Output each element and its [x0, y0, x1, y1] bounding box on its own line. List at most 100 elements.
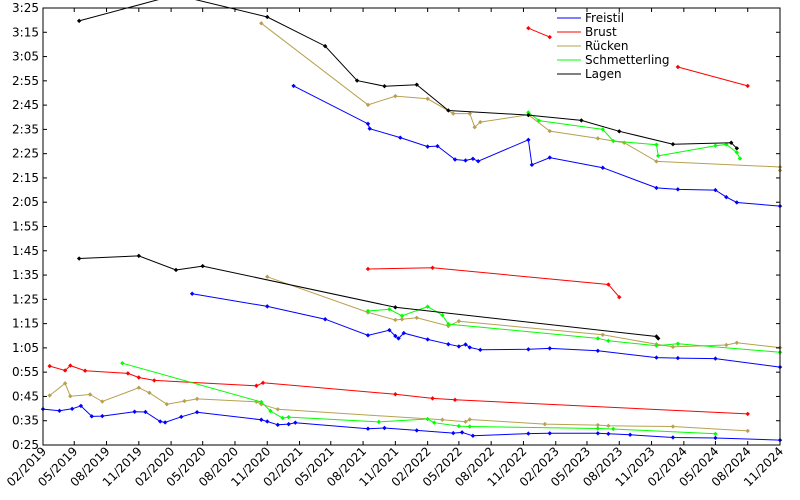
- data-point: [463, 158, 468, 163]
- data-point: [526, 110, 531, 115]
- data-point: [670, 141, 676, 147]
- series-line: [78, 0, 738, 149]
- y-tick-label: 2:15: [12, 171, 39, 185]
- data-point: [579, 118, 584, 123]
- data-point: [656, 336, 661, 341]
- data-point: [526, 431, 531, 436]
- data-point: [194, 410, 200, 415]
- data-point: [136, 253, 142, 259]
- data-point: [425, 337, 430, 342]
- data-point: [430, 265, 435, 270]
- data-point: [600, 332, 605, 337]
- y-tick-label: 3:25: [12, 1, 39, 15]
- data-point: [456, 344, 462, 349]
- data-point: [265, 304, 270, 309]
- data-point: [606, 282, 611, 287]
- data-point: [595, 422, 601, 428]
- data-point: [194, 396, 200, 402]
- data-point: [68, 363, 73, 368]
- data-point: [526, 112, 531, 118]
- data-point: [654, 355, 659, 360]
- data-point: [463, 342, 468, 347]
- data-point: [62, 368, 68, 373]
- data-point: [82, 368, 88, 373]
- data-point: [745, 428, 750, 434]
- data-point: [475, 158, 481, 164]
- legend-label: Lagen: [585, 67, 622, 81]
- data-point: [425, 416, 430, 422]
- data-point: [89, 414, 94, 419]
- data-point: [617, 129, 622, 134]
- data-point: [547, 431, 552, 436]
- data-point: [68, 394, 73, 399]
- y-tick-label: 1:15: [12, 317, 39, 331]
- data-point: [478, 119, 483, 125]
- data-point: [724, 194, 729, 200]
- data-point: [713, 435, 718, 441]
- data-point: [286, 421, 291, 427]
- data-point: [259, 417, 264, 422]
- data-point: [536, 118, 542, 123]
- data-point: [467, 345, 472, 350]
- data-point: [467, 424, 472, 429]
- series-schmetterling-100m: [365, 304, 783, 355]
- y-tick-label: 1:55: [12, 220, 39, 234]
- data-point: [259, 399, 264, 405]
- data-point: [595, 426, 601, 431]
- data-point: [542, 421, 548, 427]
- series-line: [42, 405, 781, 441]
- series-line: [49, 365, 748, 415]
- series-line: [528, 112, 741, 159]
- series-brust-50m: [47, 363, 750, 417]
- series-schmetterling-50m: [120, 360, 718, 437]
- data-point: [459, 430, 465, 435]
- data-point: [147, 390, 152, 396]
- data-point: [606, 338, 611, 344]
- data-point: [595, 348, 601, 354]
- data-point: [354, 78, 360, 83]
- data-point: [600, 165, 605, 170]
- y-tick-label: 1:25: [12, 292, 39, 306]
- data-point: [120, 360, 125, 366]
- data-point: [365, 308, 371, 314]
- data-point: [611, 426, 616, 432]
- data-point: [136, 375, 142, 380]
- data-point: [399, 317, 405, 322]
- series-line: [267, 276, 781, 349]
- y-tick-label: 2:05: [12, 195, 39, 209]
- data-point: [600, 127, 605, 132]
- data-point: [158, 419, 163, 424]
- data-point: [734, 146, 740, 151]
- data-point: [606, 431, 611, 437]
- y-tick-label: 2:55: [12, 74, 39, 88]
- data-point: [446, 108, 451, 113]
- data-point: [734, 340, 740, 345]
- data-point: [529, 162, 535, 168]
- data-point: [654, 142, 659, 147]
- chart-axes: 0:25 0:35 0:45 0:55 1:05 1:15 1:25 1:35 1:45 1:55…: [4, 1, 786, 489]
- series-line: [293, 85, 781, 207]
- data-point: [446, 321, 451, 327]
- data-point: [100, 399, 105, 404]
- data-point: [526, 137, 531, 143]
- data-point: [100, 413, 105, 419]
- data-point: [173, 267, 179, 273]
- data-point: [365, 121, 371, 127]
- data-point: [398, 135, 403, 140]
- series-line: [49, 382, 748, 432]
- data-point: [265, 14, 270, 20]
- y-tick-label: 1:35: [12, 268, 39, 282]
- data-point: [675, 341, 681, 346]
- data-point: [365, 266, 371, 272]
- data-point: [393, 317, 398, 323]
- series-lagen-100m: [76, 253, 661, 341]
- legend-label: Schmetterling: [585, 53, 670, 67]
- data-point: [387, 307, 392, 312]
- data-point: [621, 140, 627, 145]
- legend-label: Rücken: [585, 39, 629, 53]
- legend-label: Freistil: [585, 11, 624, 25]
- chart-series: [40, 0, 783, 443]
- data-point: [547, 128, 552, 134]
- data-point: [675, 355, 681, 361]
- series-r-cken-100m: [265, 274, 783, 350]
